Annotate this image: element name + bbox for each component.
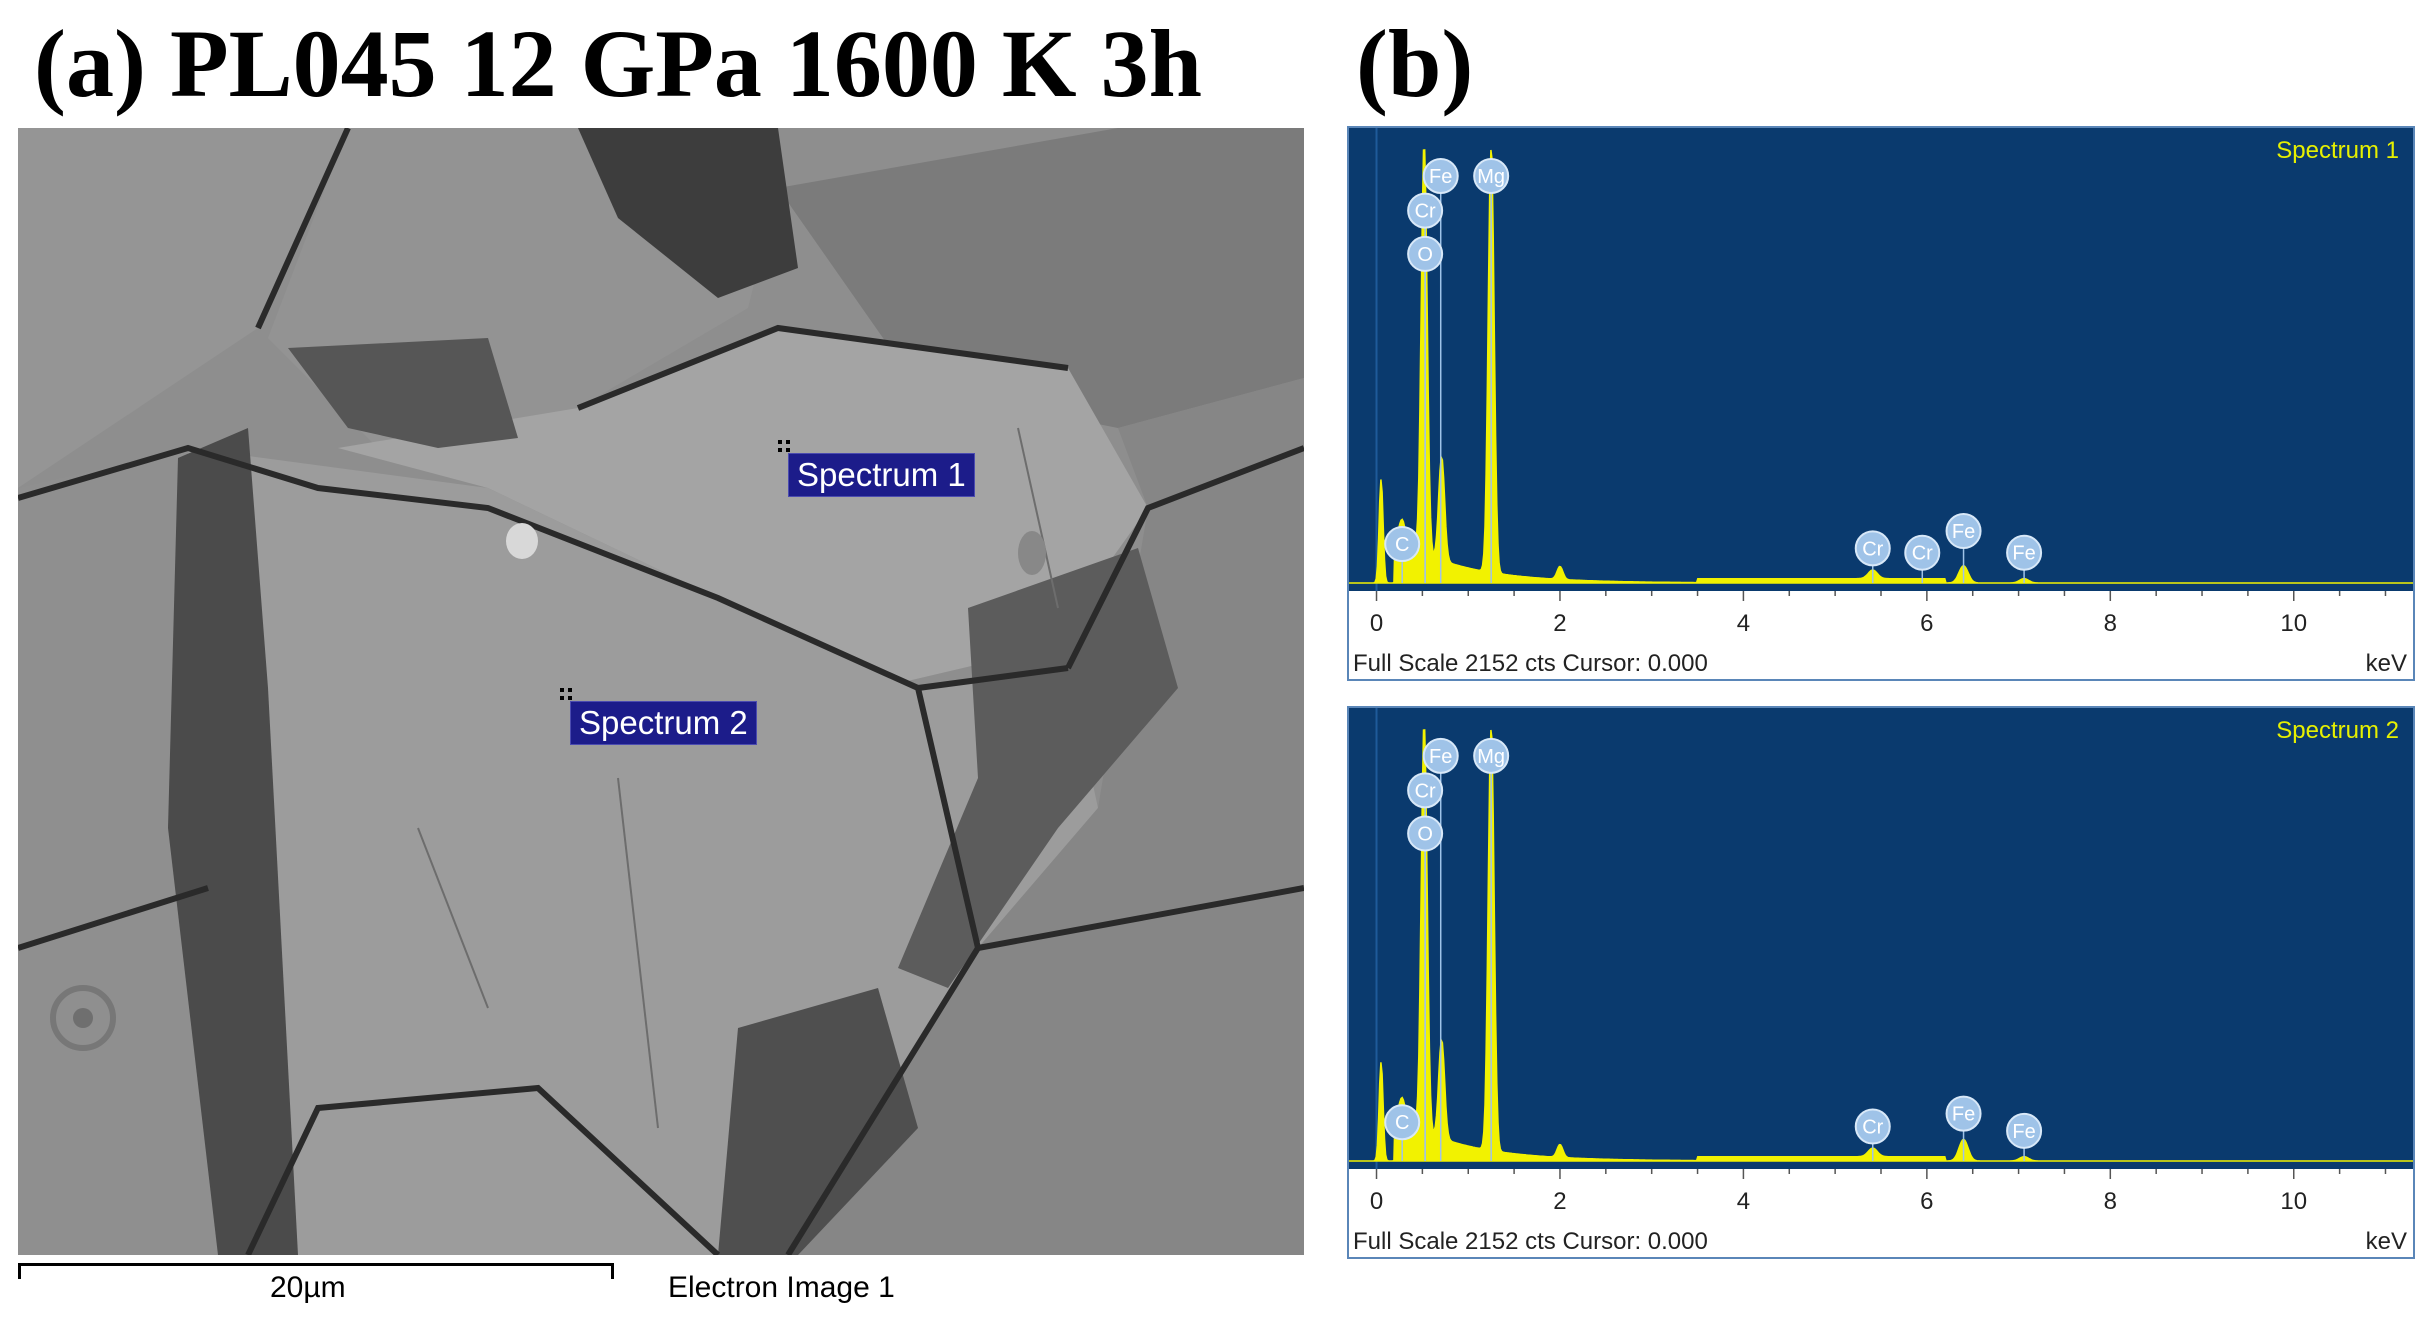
grain: [338, 328, 1148, 688]
x-tick-label: 0: [1370, 610, 1383, 637]
element-label-text: Fe: [1429, 166, 1452, 188]
element-label-text: Fe: [1952, 521, 1975, 543]
element-label-text: C: [1395, 1112, 1409, 1134]
dark-inclusion: [578, 128, 798, 298]
plot-background: [1349, 708, 2413, 1169]
eds-spectrum-1-plot: Fe Mg Cr O C Cr Cr Fe Fe Spectrum 1 0 2 4 6 8 10 Full Sc…: [1349, 128, 2413, 677]
crack-network: [18, 128, 1304, 1255]
element-label: Cr: [1854, 530, 1891, 583]
panel-b-title: (b): [1356, 10, 1474, 117]
element-label: Cr: [1854, 1108, 1891, 1161]
spectrum-footer: Full Scale 2152 cts Cursor: 0.000: [1353, 650, 1708, 677]
element-label-text: Mg: [1477, 166, 1505, 188]
element-label-text: Fe: [2012, 1121, 2035, 1143]
spectrum-title: Spectrum 1: [2276, 137, 2399, 164]
image-caption: Electron Image 1: [668, 1271, 895, 1304]
spectrum-1-label: Spectrum 1: [788, 453, 975, 497]
scale-bar: [18, 1263, 614, 1279]
element-label-text: Cr: [1415, 201, 1436, 223]
x-axis-label: keV: [2366, 1228, 2407, 1255]
eds-spectrum-2: Fe Mg Cr O C Cr Fe Fe Spectrum 2 0 2 4 6 8 10 Full Scal…: [1347, 706, 2415, 1259]
element-label-text: Fe: [1952, 1104, 1975, 1126]
x-tick-label: 10: [2280, 610, 2307, 637]
element-label: Fe: [2006, 1112, 2043, 1161]
element-label: Mg: [1473, 737, 1510, 1161]
spectrum-title: Spectrum 2: [2276, 717, 2399, 744]
element-label: C: [1384, 526, 1421, 583]
element-label-text: Fe: [2012, 543, 2035, 565]
element-label: Cr: [1904, 534, 1941, 583]
x-tick-label: 4: [1737, 1188, 1750, 1215]
bright-spot: [506, 523, 538, 559]
x-tick-label: 4: [1737, 610, 1750, 637]
x-tick-label: 2: [1553, 1188, 1566, 1215]
spectrum-trace: [1349, 729, 2413, 1162]
spectrum-2-label: Spectrum 2: [570, 701, 757, 745]
element-label: Fe: [1945, 1095, 1982, 1161]
pit-center: [73, 1008, 93, 1028]
x-tick-label: 6: [1920, 1188, 1933, 1215]
x-tick-label: 0: [1370, 1188, 1383, 1215]
element-label-text: Cr: [1862, 1117, 1883, 1139]
fine-cracks: [417, 427, 1059, 1129]
dark-inclusion: [898, 548, 1178, 988]
x-tick-label: 8: [2104, 610, 2117, 637]
element-label-text: Cr: [1415, 780, 1436, 802]
x-tick-label: 2: [1553, 610, 1566, 637]
element-label-text: C: [1395, 534, 1409, 556]
eds-spectrum-1: Fe Mg Cr O C Cr Cr Fe Fe Spectrum 1 0 2 4 6 8 10 Full Sc…: [1347, 126, 2415, 681]
element-label-text: O: [1417, 244, 1433, 266]
dark-inclusion: [168, 428, 298, 1255]
scale-bar-label: 20µm: [270, 1271, 346, 1304]
element-label: O: [1407, 235, 1444, 583]
pit-ring: [50, 985, 116, 1051]
element-label: O: [1407, 815, 1444, 1161]
spectrum-footer: Full Scale 2152 cts Cursor: 0.000: [1353, 1228, 1708, 1255]
element-label: Mg: [1473, 157, 1510, 583]
spectrum-1-marker: [778, 440, 792, 454]
grain: [788, 378, 1304, 1255]
micrograph-texture: [18, 128, 1304, 1255]
element-label: Fe: [1945, 513, 1982, 583]
dark-inclusion: [718, 988, 918, 1255]
grain: [18, 128, 348, 488]
electron-micrograph: Spectrum 1 Spectrum 2: [18, 128, 1304, 1255]
plot-background: [1349, 128, 2413, 591]
element-label: C: [1384, 1104, 1421, 1161]
spectrum-2-marker: [560, 688, 574, 702]
x-tick-label: 8: [2104, 1188, 2117, 1215]
eds-spectrum-2-plot: Fe Mg Cr O C Cr Fe Fe Spectrum 2 0 2 4 6 8 10 Full Scal…: [1349, 708, 2413, 1255]
element-label-text: Mg: [1477, 746, 1505, 768]
element-label: Fe: [2006, 534, 2043, 583]
dark-inclusion: [288, 338, 518, 448]
element-label-text: Cr: [1862, 538, 1883, 560]
x-tick-label: 6: [1920, 610, 1933, 637]
panel-a-title: (a) PL045 12 GPa 1600 K 3h: [34, 10, 1202, 117]
x-tick-label: 10: [2280, 1188, 2307, 1215]
element-label-text: Cr: [1912, 543, 1933, 565]
element-label-text: Fe: [1429, 746, 1452, 768]
x-axis-label: keV: [2366, 650, 2407, 677]
dark-spot: [1018, 531, 1046, 575]
spectrum-trace: [1349, 149, 2413, 584]
element-label-text: O: [1417, 823, 1433, 845]
